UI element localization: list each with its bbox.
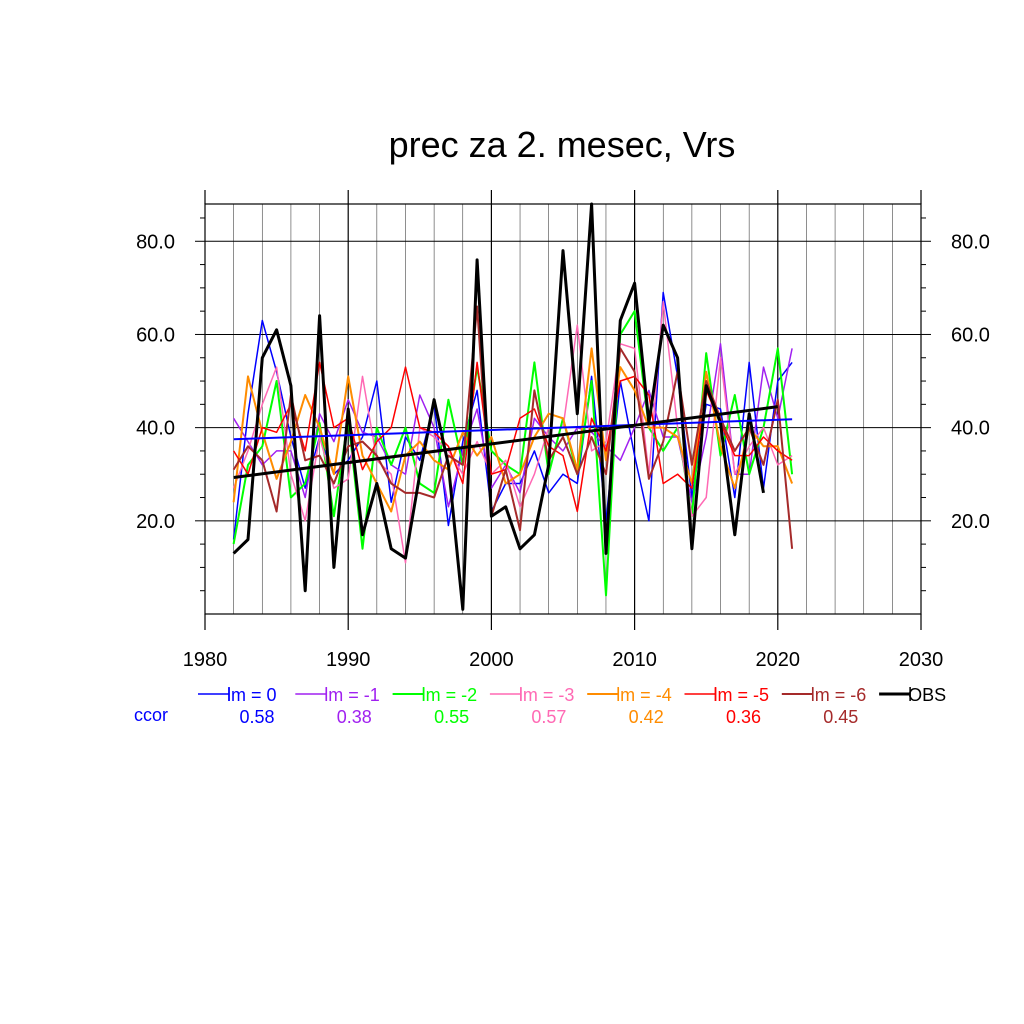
series-lines <box>232 202 794 611</box>
trend-line-1 <box>233 405 778 479</box>
legend-ccor-3: 0.57 <box>531 707 566 727</box>
trend-lines <box>233 405 793 479</box>
legend-label-3: lm = -3 <box>519 685 575 705</box>
legend-ccor-1: 0.38 <box>337 707 372 727</box>
legend-ccor-5: 0.36 <box>726 707 761 727</box>
plot-border <box>204 203 922 615</box>
chart-title: prec za 2. mesec, Vrs <box>389 124 736 165</box>
legend-ccor-2: 0.55 <box>434 707 469 727</box>
y-tick-label-left: 40.0 <box>136 418 175 440</box>
legend-ccor-0: 0.58 <box>239 707 274 727</box>
legend-label-2: lm = -2 <box>422 685 478 705</box>
legend-label-6: lm = -6 <box>811 685 867 705</box>
x-tick-label: 2020 <box>756 649 801 671</box>
legend: ccor lm = 00.58 lm = -10.38 lm = -20.55 lm =… <box>134 685 946 727</box>
legend-label-4: lm = -4 <box>616 685 672 705</box>
y-tick-label-left: 60.0 <box>136 324 175 346</box>
y-tick-label-right: 80.0 <box>951 231 990 253</box>
legend-label-0: lm = 0 <box>227 685 277 705</box>
y-tick-label-left: 80.0 <box>136 231 175 253</box>
legend-label-5: lm = -5 <box>714 685 770 705</box>
ccor-label: ccor <box>134 705 168 725</box>
x-tick-label: 2000 <box>469 649 514 671</box>
series-line-5 <box>232 361 793 513</box>
x-tick-label: 2030 <box>899 649 944 671</box>
legend-label-7: OBS <box>908 685 946 705</box>
y-tick-label-right: 60.0 <box>951 324 990 346</box>
series-line-7 <box>232 202 765 611</box>
y-tick-label-right: 40.0 <box>951 418 990 440</box>
legend-label-1: lm = -1 <box>324 685 380 705</box>
y-tick-label-left: 20.0 <box>136 511 175 533</box>
x-tick-label: 1990 <box>326 649 371 671</box>
legend-ccor-6: 0.45 <box>823 707 858 727</box>
x-tick-label: 2010 <box>612 649 657 671</box>
plot-frame <box>195 190 931 630</box>
x-tick-label: 1980 <box>183 649 228 671</box>
legend-ccor-4: 0.42 <box>629 707 664 727</box>
axis-labels: 1980 1990 2000 2010 2020 2030 20.0 20.0 40.0 40.0… <box>136 231 990 671</box>
y-tick-label-right: 20.0 <box>951 511 990 533</box>
trend-line-0 <box>233 418 793 441</box>
